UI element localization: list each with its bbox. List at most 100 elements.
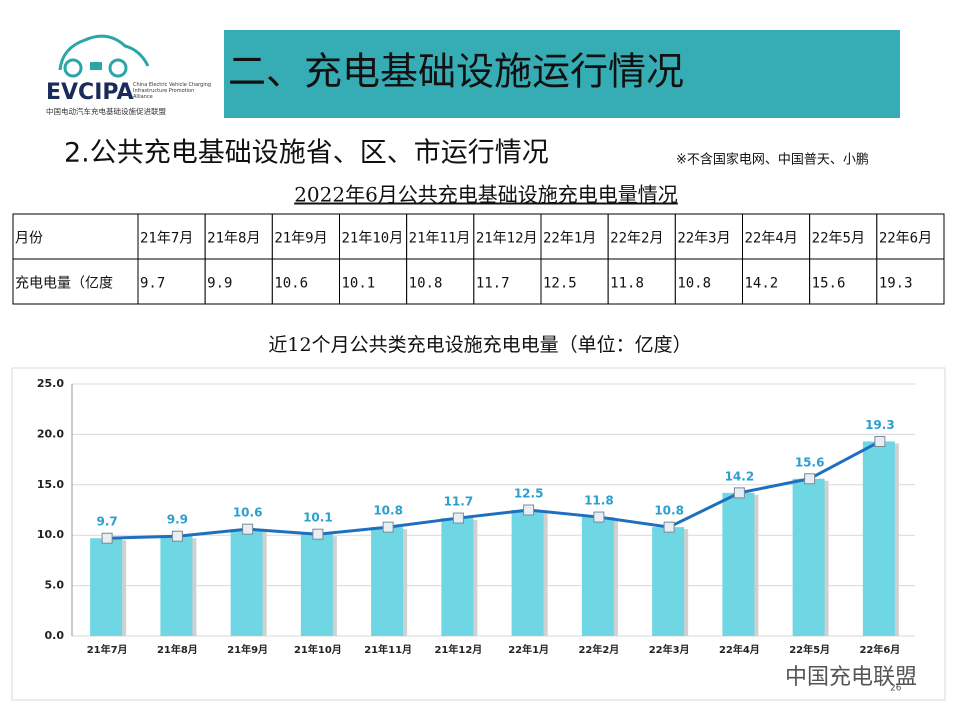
bar bbox=[230, 529, 263, 636]
y-tick-label: 10.0 bbox=[37, 528, 64, 541]
table-cell bbox=[674, 213, 743, 260]
table-cell-text: 22年3月 bbox=[677, 231, 730, 247]
table-cell bbox=[742, 258, 811, 305]
table: 月份 21年7月 21年8月 21年9月 21年10月 21年11月 21年12月 22年1月… bbox=[12, 213, 945, 305]
chart: 0.0 5.0 10.0 15.0 20.0 25.0 21年7月 21年8月 21年9月 21年… bbox=[37, 377, 915, 656]
line-marker bbox=[171, 530, 183, 542]
table-cell-text: 充电电量（亿度 bbox=[15, 276, 113, 292]
table-cell-text: 22年2月 bbox=[610, 231, 663, 247]
logo-text: EVCIPA bbox=[46, 80, 134, 105]
data-label: 10.8 bbox=[654, 504, 684, 518]
bar bbox=[722, 492, 755, 636]
table-cell-text: 22年1月 bbox=[543, 231, 596, 247]
chart-title: 近12个月公共类充电设施充电电量（单位：亿度） bbox=[268, 334, 691, 356]
table-cell-text: 10.1 bbox=[342, 276, 376, 292]
line-marker bbox=[874, 435, 886, 447]
data-label: 12.5 bbox=[514, 487, 544, 501]
table-cell bbox=[607, 258, 676, 305]
line-marker bbox=[523, 504, 535, 516]
x-tick-label: 21年12月 bbox=[434, 643, 482, 656]
logo-en-box: China Electric Vehicle Charging Infrastr… bbox=[133, 82, 212, 100]
data-label: 14.2 bbox=[725, 469, 755, 483]
table-cell-text: 10.8 bbox=[677, 276, 711, 292]
table-cell-text: 21年11月 bbox=[409, 231, 471, 247]
table-cell bbox=[809, 258, 878, 305]
table-cell bbox=[204, 258, 273, 305]
table-cell-text: 21年10月 bbox=[342, 231, 404, 247]
logo-subtitle-cn: 中国电动汽车充电基础设施促进联盟 bbox=[46, 106, 166, 116]
x-tick-label: 21年7月 bbox=[87, 643, 128, 656]
table-cell-text: 21年12月 bbox=[476, 231, 538, 247]
x-tick-label: 22年6月 bbox=[859, 643, 900, 656]
table-cell bbox=[204, 213, 273, 260]
line bbox=[107, 440, 881, 540]
table-cell bbox=[876, 213, 945, 260]
logo bbox=[58, 34, 150, 78]
bar bbox=[441, 518, 474, 636]
table-cell bbox=[876, 258, 945, 305]
table-cell bbox=[137, 213, 206, 260]
y-tick-label: 25.0 bbox=[37, 377, 64, 390]
table-title: 2022年6月公共充电基础设施充电电量情况 bbox=[294, 183, 678, 207]
header-title: 二、充电基础设施运行情况 bbox=[228, 50, 684, 94]
x-tick-label: 21年11月 bbox=[364, 643, 412, 656]
data-label: 9.7 bbox=[96, 515, 117, 529]
table-cell-text: 月份 bbox=[15, 231, 43, 247]
x-tick-label: 22年5月 bbox=[789, 643, 830, 656]
table-cell-text: 11.7 bbox=[476, 276, 510, 292]
table-cell-text: 22年6月 bbox=[879, 231, 932, 247]
table-cell-text: 11.8 bbox=[610, 276, 644, 292]
table-cell bbox=[137, 258, 206, 305]
table-cell-text: 22年5月 bbox=[812, 231, 865, 247]
bar bbox=[371, 527, 404, 636]
y-tick-label: 15.0 bbox=[37, 478, 64, 491]
table-cell-text: 9.7 bbox=[140, 276, 165, 292]
table-cell-text: 21年7月 bbox=[140, 231, 193, 247]
bar bbox=[90, 538, 123, 636]
line-marker bbox=[663, 521, 675, 533]
bar bbox=[300, 534, 333, 636]
x-tick-label: 21年8月 bbox=[157, 643, 198, 656]
table-cell bbox=[809, 213, 878, 260]
data-label: 9.9 bbox=[167, 513, 188, 527]
table-cell-text: 15.6 bbox=[812, 276, 846, 292]
bar bbox=[160, 536, 193, 636]
table-cell bbox=[406, 258, 475, 305]
table-cell-text: 21年9月 bbox=[274, 231, 327, 247]
x-tick-label: 21年10月 bbox=[294, 643, 342, 656]
table-cell bbox=[607, 213, 676, 260]
line-marker bbox=[382, 521, 394, 533]
header-bar bbox=[224, 30, 900, 118]
x-tick-label: 22年3月 bbox=[649, 643, 690, 656]
x-tick-label: 22年1月 bbox=[508, 643, 549, 656]
data-label: 10.8 bbox=[373, 504, 403, 518]
line-marker bbox=[593, 511, 605, 523]
table-cell-text: 14.2 bbox=[745, 276, 779, 292]
data-label: 10.6 bbox=[233, 506, 263, 520]
bar bbox=[652, 527, 685, 636]
logo-subtitle-en: China Electric Vehicle Charging Infrastr… bbox=[133, 82, 212, 100]
table-cell-text: 12.5 bbox=[543, 276, 577, 292]
table-cell bbox=[540, 213, 609, 260]
table-cell bbox=[540, 258, 609, 305]
chart-frame bbox=[11, 367, 946, 701]
x-tick-label: 21年9月 bbox=[227, 643, 268, 656]
data-label: 19.3 bbox=[865, 418, 895, 432]
table-cell-text: 10.8 bbox=[409, 276, 443, 292]
page-number: 26 bbox=[890, 684, 902, 694]
line-marker bbox=[242, 523, 254, 535]
y-tick-label: 0.0 bbox=[45, 629, 65, 642]
data-label: 10.1 bbox=[303, 511, 333, 525]
bar bbox=[511, 510, 544, 636]
line-marker bbox=[804, 473, 816, 485]
y-tick-label: 20.0 bbox=[37, 427, 64, 440]
line-marker bbox=[101, 532, 113, 544]
bar bbox=[581, 517, 614, 636]
line-marker bbox=[312, 528, 324, 540]
watermark: 中国充电联盟 bbox=[785, 665, 917, 690]
y-tick-label: 5.0 bbox=[45, 579, 65, 592]
x-tick-label: 22年2月 bbox=[578, 643, 619, 656]
data-label: 11.8 bbox=[584, 494, 614, 508]
x-tick-label: 22年4月 bbox=[719, 643, 760, 656]
